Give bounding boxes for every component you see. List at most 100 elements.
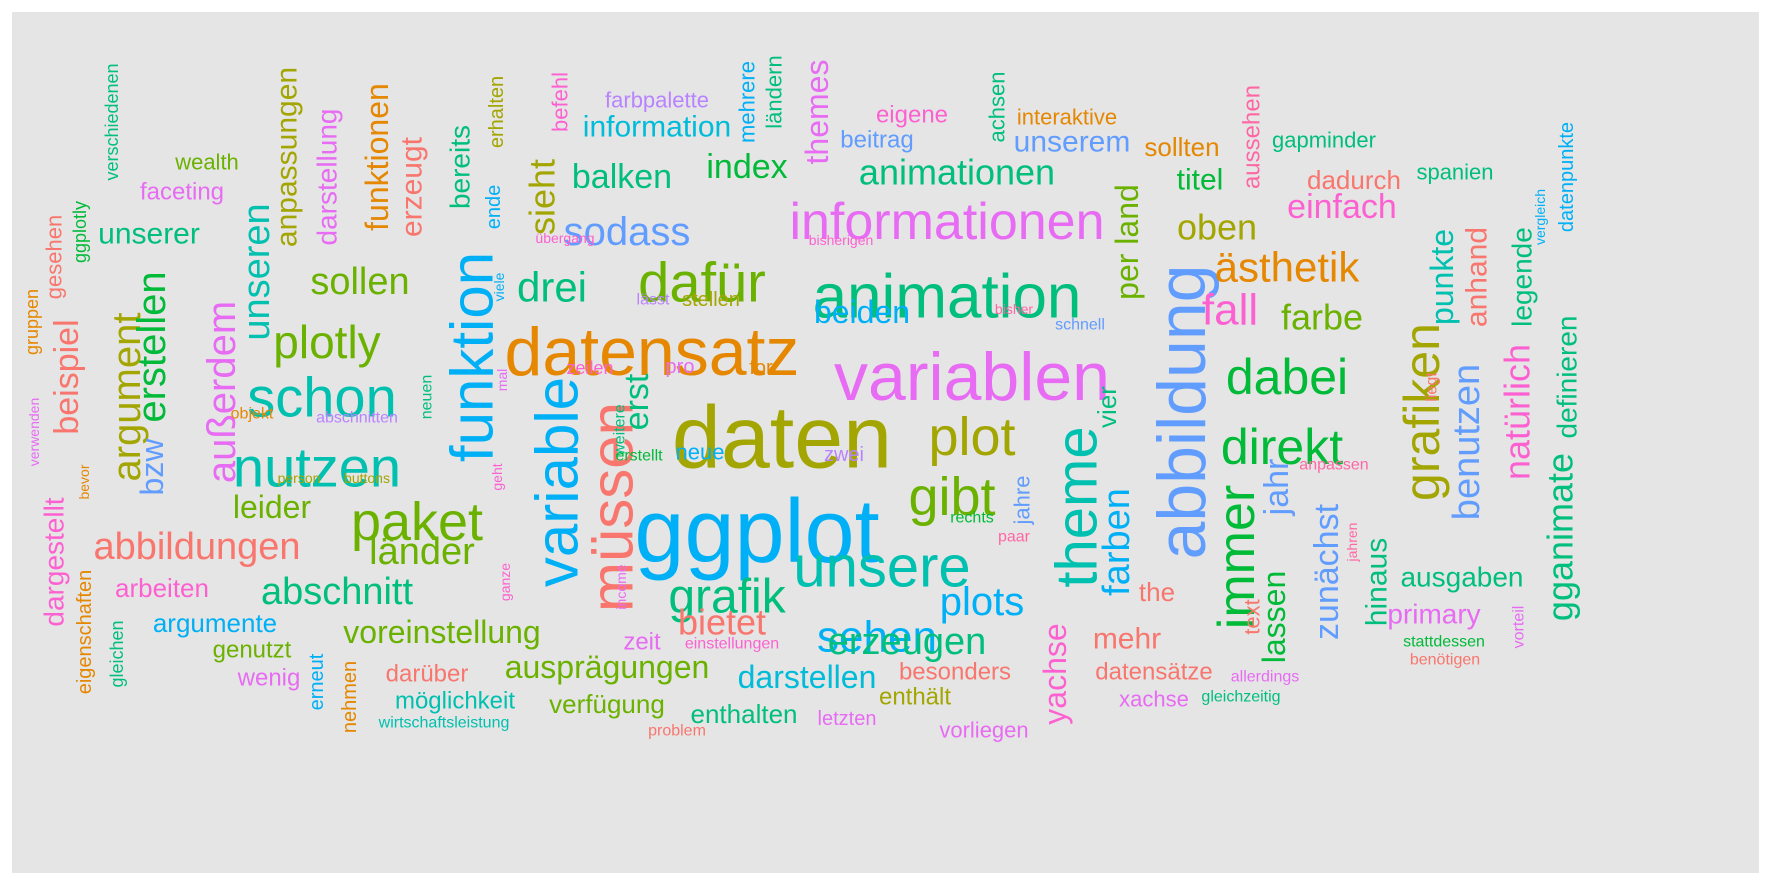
word-stellen: stellen [682, 289, 740, 311]
word-abbildung: abbildung [1144, 265, 1220, 560]
word-index: index [706, 148, 787, 186]
word-jahr: jahr [1258, 459, 1296, 517]
word-daten: daten [672, 388, 892, 487]
word-schnell: schnell [1055, 317, 1105, 334]
word-the: the [1139, 577, 1175, 607]
word-grafiken: grafiken [1394, 323, 1450, 501]
word-datenpunkte: datenpunkte [1556, 122, 1578, 232]
word-argumente: argumente [153, 608, 277, 638]
word-weitere: weitere [612, 404, 629, 457]
word-bereits: bereits [445, 125, 476, 209]
word-objekt: objekt [231, 406, 274, 423]
word-plotly: plotly [273, 316, 380, 368]
word-sollten: sollten [1144, 132, 1219, 162]
word-unseren: unseren [236, 203, 278, 340]
word-zeit: zeit [623, 629, 661, 656]
word-themes: themes [799, 60, 835, 165]
word-farbe: farbe [1281, 297, 1363, 338]
word-rechts: rechts [950, 510, 994, 527]
word-erst: erst [618, 373, 656, 430]
word-erstellen: erstellen [130, 271, 174, 422]
word-jahren: jahren [1344, 523, 1360, 563]
word-dadurch: dadurch [1307, 165, 1401, 195]
word-fall: fall [1202, 286, 1258, 335]
word-beiden: beiden [814, 294, 910, 330]
word-erzeugen: erzeugen [828, 621, 986, 663]
word-viele: viele [491, 272, 507, 301]
word-zunächst: zunächst [1308, 503, 1346, 640]
word-yachse: yachse [1037, 623, 1073, 724]
word-sodass: sodass [564, 210, 691, 254]
word-spanien: spanien [1416, 160, 1493, 185]
word-unserer: unserer [98, 218, 200, 251]
word-lässt: lässt [637, 292, 670, 309]
word-ästhetik: ästhetik [1215, 244, 1361, 291]
word-zeilen: zeilen [566, 358, 613, 378]
word-sehen: sehen [817, 613, 937, 662]
word-anpassungen: anpassungen [271, 67, 304, 247]
word-zwei: zwei [824, 444, 864, 466]
word-punkte: punkte [1424, 229, 1460, 325]
word-letzten: letzten [818, 708, 877, 730]
word-immer: immer [1208, 485, 1266, 629]
word-aussehen: aussehen [1239, 85, 1266, 189]
word-jahre: jahre [1010, 476, 1035, 526]
word-datensatz: datensatz [505, 314, 800, 390]
word-hinaus: hinaus [1361, 538, 1394, 626]
word-direkt: direkt [1221, 419, 1343, 475]
word-pro: pro [666, 356, 695, 378]
word-gesehen: gesehen [42, 215, 67, 299]
word-natürlich: natürlich [1497, 344, 1538, 480]
word-for: for [749, 357, 773, 379]
word-xachse: xachse [1119, 687, 1189, 712]
word-beispiel: beispiel [48, 319, 86, 434]
word-variable: variable [524, 377, 591, 587]
word-möglichkeit: möglichkeit [395, 688, 515, 715]
word-erneut: erneut [306, 653, 328, 710]
word-benötigen: benötigen [1410, 652, 1480, 669]
word-übergang: übergang [535, 230, 594, 246]
word-person: person [278, 470, 321, 486]
word-primary: primary [1387, 599, 1480, 630]
word-ländern: ländern [762, 55, 787, 128]
word-dafür: dafür [638, 251, 766, 314]
word-einstellungen: einstellungen [685, 636, 779, 653]
word-ausprägungen: ausprägungen [505, 649, 710, 685]
word-erstellt: erstellt [615, 448, 663, 465]
word-befehl: befehl [548, 72, 573, 132]
word-ganze: ganze [497, 563, 513, 601]
word-anpassen: anpassen [1299, 457, 1368, 474]
word-gibt: gibt [908, 467, 995, 527]
word-plot: plot [928, 407, 1015, 467]
word-datensätze: datensätze [1095, 659, 1212, 686]
word-verfügung: verfügung [549, 689, 665, 719]
word-theme: theme [1045, 426, 1110, 587]
word-funktionen: funktionen [359, 83, 395, 231]
word-ausgaben: ausgaben [1400, 562, 1523, 593]
word-gapminder: gapminder [1272, 128, 1376, 153]
word-information: information [583, 111, 731, 144]
word-abbildungen: abbildungen [93, 526, 300, 568]
word-gruppen: gruppen [22, 289, 42, 355]
word-verwenden: verwenden [26, 398, 42, 467]
word-faceting: faceting [140, 179, 224, 206]
word-wirtschaftsleistung: wirtschaftsleistung [378, 715, 510, 732]
word-paar: paar [998, 529, 1031, 546]
word-vorliegen: vorliegen [939, 718, 1028, 743]
word-erzeugt: erzeugt [396, 136, 429, 237]
word-oben: oben [1177, 207, 1257, 248]
word-anhand: anhand [1461, 227, 1494, 327]
word-mal: mal [494, 369, 510, 392]
word-farben: farben [1096, 488, 1138, 596]
word-voreinstellung: voreinstellung [343, 614, 540, 650]
word-plots: plots [940, 580, 1025, 624]
word-beitrag: beitrag [840, 127, 913, 154]
word-müssen: müssen [579, 402, 646, 612]
word-darstellen: darstellen [738, 659, 877, 695]
word-allerdings: allerdings [1231, 669, 1299, 686]
word-text: text [1240, 599, 1265, 634]
word-gleichzeitig: gleichzeitig [1201, 689, 1280, 706]
word-lassen: lassen [1256, 571, 1292, 664]
word-mehrere: mehrere [735, 61, 760, 143]
word-income: income [613, 564, 629, 609]
